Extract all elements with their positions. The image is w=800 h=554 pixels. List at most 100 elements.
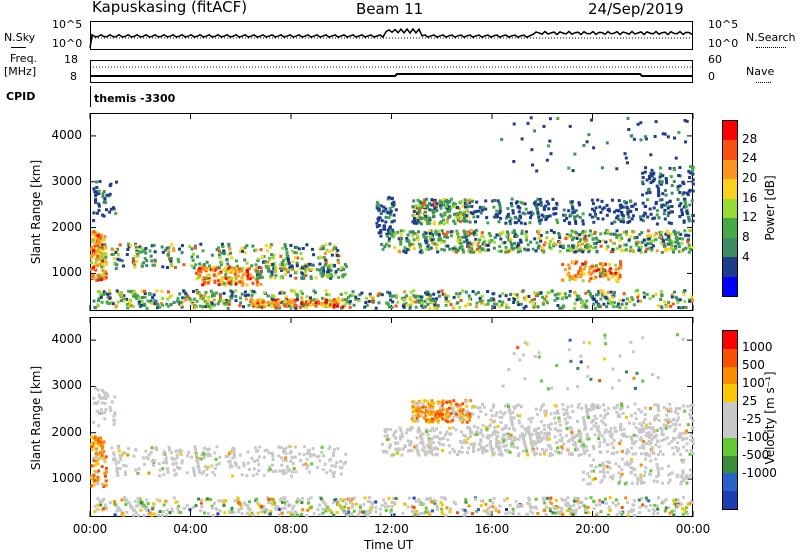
velocity-echo	[338, 466, 342, 470]
power-echo	[289, 274, 293, 278]
velocity-echo	[462, 513, 466, 517]
power-echo	[439, 206, 443, 210]
power-echo	[426, 292, 430, 296]
power-echo	[577, 297, 581, 301]
velocity-echo	[347, 510, 351, 514]
velocity-echo	[362, 512, 366, 516]
velocity-echo	[203, 454, 207, 458]
velocity-echo	[491, 431, 495, 435]
velocity-echo	[160, 514, 164, 517]
power-echo	[537, 229, 541, 233]
power-echo	[340, 298, 344, 302]
power-echo	[648, 246, 652, 250]
power-echo	[388, 291, 392, 295]
power-echo	[518, 249, 522, 253]
power-echo	[92, 230, 96, 234]
power-echo	[484, 207, 488, 211]
power-echo	[220, 242, 224, 246]
velocity-echo	[124, 472, 127, 476]
power-echo	[170, 262, 173, 266]
power-echo	[519, 221, 523, 225]
power-echo	[448, 199, 452, 203]
velocity-echo	[441, 399, 445, 403]
power-echo	[140, 247, 144, 250]
power-echo	[333, 244, 337, 248]
power-echo	[690, 246, 694, 250]
power-echo	[363, 305, 367, 309]
power-echo	[337, 296, 340, 300]
power-echo	[212, 274, 216, 277]
velocity-echo	[430, 437, 434, 441]
power-echo	[505, 234, 509, 238]
power-echo	[442, 218, 445, 222]
power-echo	[529, 210, 533, 214]
power-echo	[215, 291, 218, 295]
velocity-echo	[126, 453, 130, 457]
velocity-echo	[689, 438, 693, 442]
power-echo	[619, 203, 623, 207]
power-echo	[659, 298, 663, 302]
power-echo	[328, 250, 332, 254]
velocity-echo	[413, 401, 417, 405]
power-echo	[484, 199, 488, 203]
velocity-echo	[560, 512, 564, 516]
power-echo	[305, 303, 309, 307]
velocity-echo	[360, 510, 364, 514]
velocity-echo	[224, 455, 228, 458]
velocity-echo	[171, 457, 175, 461]
power-echo	[456, 239, 460, 243]
power-echo	[419, 295, 423, 299]
power-echo	[554, 207, 558, 211]
power-echo	[293, 303, 296, 307]
power-echo	[300, 266, 304, 270]
velocity-echo	[116, 473, 120, 477]
power-echo	[259, 282, 263, 286]
power-echo	[156, 303, 160, 306]
power-echo	[571, 211, 575, 215]
power-echo	[423, 198, 427, 202]
velocity-echo	[374, 506, 378, 510]
power-echo	[112, 206, 115, 210]
power-echo	[182, 290, 186, 293]
power-echo	[108, 292, 112, 296]
power-echo	[269, 276, 273, 280]
power-echo	[144, 251, 148, 255]
velocity-echo	[270, 497, 273, 501]
velocity-echo	[411, 505, 414, 509]
velocity-echo	[465, 404, 469, 408]
power-echo	[93, 306, 97, 310]
velocity-echo	[382, 498, 385, 502]
power-echo	[278, 266, 282, 270]
power-echo	[623, 243, 627, 247]
power-echo	[283, 243, 287, 247]
power-echo	[472, 215, 476, 219]
power-echo	[623, 152, 627, 156]
power-echo	[626, 211, 630, 214]
velocity-echo	[499, 451, 503, 455]
power-echo	[389, 209, 393, 213]
power-echo	[613, 274, 617, 278]
velocity-echo	[272, 470, 275, 473]
power-echo	[114, 249, 118, 252]
power-echo	[314, 291, 317, 295]
velocity-echo	[557, 439, 561, 443]
power-echo	[390, 228, 394, 232]
power-echo	[140, 264, 144, 268]
velocity-echo	[534, 429, 538, 433]
power-colorbar-tick: 4	[742, 249, 750, 264]
velocity-echo	[104, 479, 108, 483]
power-echo	[611, 272, 615, 276]
power-echo	[412, 199, 416, 203]
power-echo	[304, 262, 308, 266]
velocity-echo	[162, 452, 165, 456]
velocity-echo	[123, 451, 127, 455]
power-echo	[504, 250, 508, 254]
velocity-echo	[277, 507, 281, 511]
power-echo	[318, 268, 322, 272]
power-echo	[249, 300, 253, 304]
power-echo	[108, 289, 111, 293]
power-echo	[305, 300, 309, 304]
power-echo	[506, 207, 510, 211]
power-echo	[92, 248, 96, 252]
velocity-echo	[344, 460, 348, 464]
